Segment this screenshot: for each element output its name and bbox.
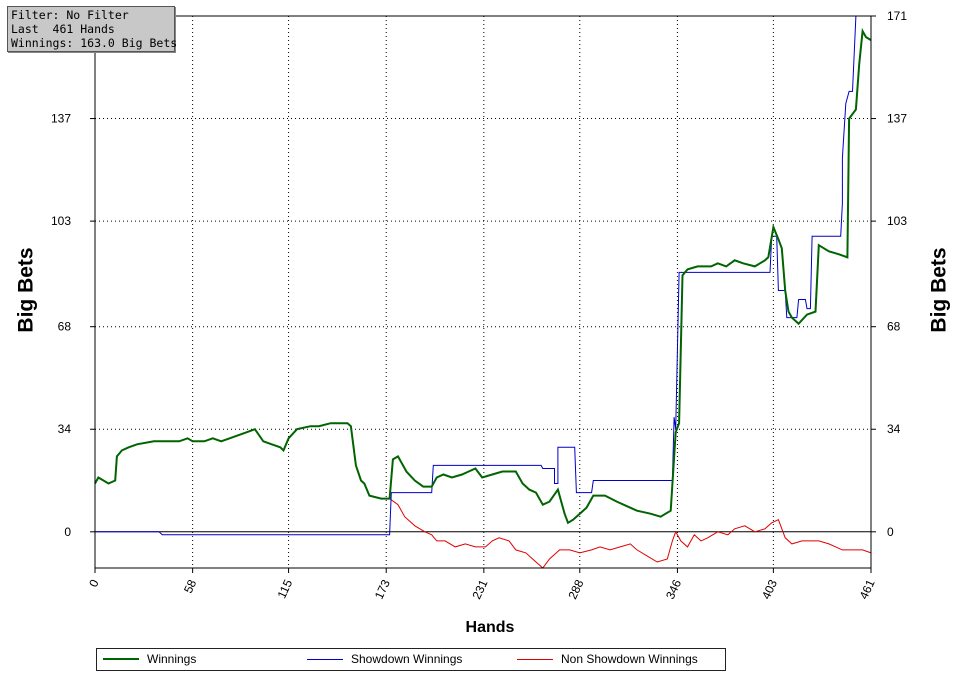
x-tick-label: 173 [372, 577, 393, 601]
series-winnings [94, 27, 872, 525]
winnings-text: Winnings: 163.0 Big Bets [11, 36, 178, 50]
x-axis-title: Hands [465, 619, 515, 636]
x-tick-label: 288 [565, 577, 586, 601]
plot-area [95, 16, 871, 568]
y-axis-title-right: Big Bets [927, 247, 951, 333]
legend-item-winnings: Winnings [103, 652, 196, 666]
legend-item-non-showdown: Non Showdown Winnings [517, 652, 698, 666]
legend-swatch-non-showdown [517, 658, 553, 660]
hands-text: Last 461 Hands [11, 22, 115, 36]
x-tick-label: 58 [181, 577, 199, 595]
y-tick-label-left: 0 [64, 525, 71, 539]
plot-frame [94, 15, 872, 569]
x-tick-labels: 0 58 115 173 231 288 346 403 461 [86, 577, 878, 601]
y-tick-label-right: 137 [887, 112, 907, 126]
legend-swatch-winnings [103, 658, 139, 660]
legend-label-non-showdown: Non Showdown Winnings [561, 652, 698, 666]
y-tick-label-right: 68 [887, 320, 901, 334]
x-tick-label: 346 [663, 577, 684, 601]
filter-text: Filter: No Filter [11, 8, 129, 22]
y-tick-label-right: 34 [887, 422, 901, 436]
y-tick-label-right: 103 [887, 214, 907, 228]
y-tick-label-left: 103 [51, 214, 71, 228]
grid-lines [90, 15, 876, 573]
x-tick-label: 403 [759, 577, 780, 601]
x-tick-label: 461 [857, 577, 878, 601]
y-tick-label-left: 34 [58, 422, 72, 436]
y-tick-labels-right: 0 34 68 103 137 171 [887, 9, 907, 539]
legend: Winnings Showdown Winnings Non Showdown … [96, 648, 726, 671]
series-lines [94, 15, 872, 569]
legend-label-showdown: Showdown Winnings [351, 652, 463, 666]
y-axis-title-left: Big Bets [14, 247, 38, 333]
y-tick-label-left: 137 [51, 112, 71, 126]
y-tick-label-right: 171 [887, 9, 907, 23]
x-tick-label: 0 [86, 577, 102, 589]
legend-item-showdown: Showdown Winnings [307, 652, 462, 666]
legend-swatch-showdown [307, 658, 343, 660]
legend-label-winnings: Winnings [147, 652, 197, 666]
x-tick-label: 115 [275, 577, 296, 601]
y-tick-label-right: 0 [887, 525, 894, 539]
series-showdown-winnings [95, 15, 871, 536]
y-tick-label-left: 68 [58, 320, 72, 334]
info-box: Filter: No Filter Last 461 Hands Winning… [7, 6, 178, 52]
x-tick-label: 231 [469, 577, 490, 601]
